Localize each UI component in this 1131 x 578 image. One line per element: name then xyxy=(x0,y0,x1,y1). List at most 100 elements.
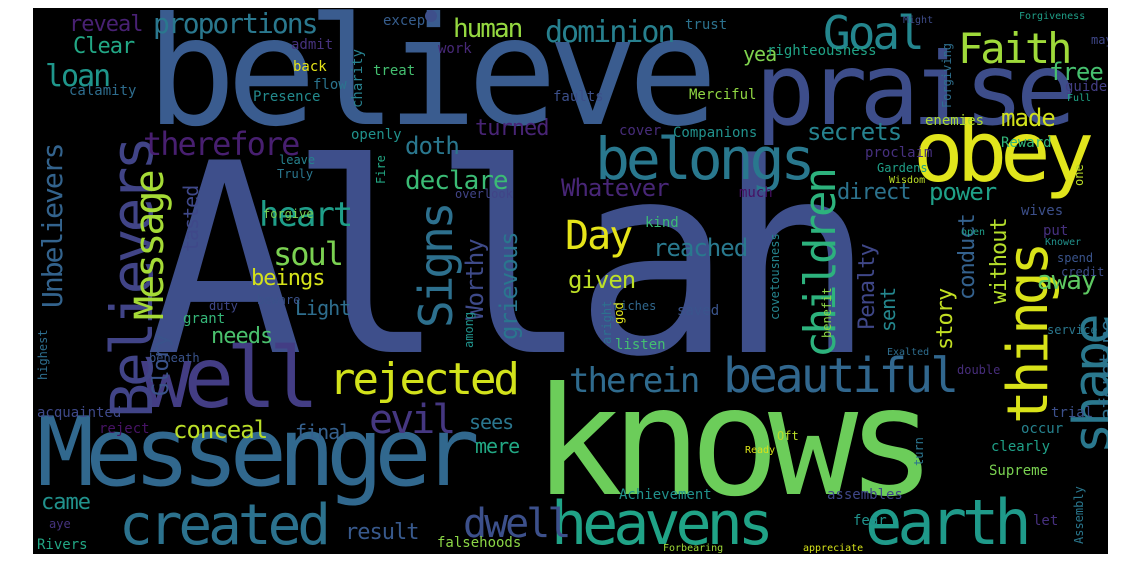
word-grant: grant xyxy=(183,311,226,327)
word-cover: cover xyxy=(619,123,662,139)
word-open: open xyxy=(961,227,986,238)
word-turn: turn xyxy=(912,437,926,466)
word-power: power xyxy=(929,178,997,206)
word-cloud: Allah believe knows Messenger praise obe… xyxy=(33,8,1108,554)
word-whatever: Whatever xyxy=(561,174,670,202)
word-came: came xyxy=(41,490,91,515)
word-flow: flow xyxy=(313,77,347,93)
word-story: story xyxy=(933,288,958,350)
word-glory: Glory xyxy=(149,334,174,396)
word-therein: therein xyxy=(569,361,700,401)
word-created: created xyxy=(119,493,331,554)
word-openly: openly xyxy=(351,127,402,143)
word-believe: believe xyxy=(146,8,718,160)
word-turned: turned xyxy=(475,116,549,141)
word-admit: admit xyxy=(291,37,334,53)
word-needs: needs xyxy=(211,324,273,349)
word-reward: Reward xyxy=(1001,135,1052,151)
word-mere: mere xyxy=(475,434,520,458)
word-falsehoods: falsehoods xyxy=(437,535,522,551)
word-trust: trust xyxy=(685,17,728,33)
word-righteousness: righteousness xyxy=(767,43,877,59)
word-well: well xyxy=(141,329,319,427)
word-spend: spend xyxy=(1057,251,1094,265)
word-obey: obey xyxy=(913,103,1094,201)
word-fire: Fire xyxy=(374,155,388,184)
word-soul: soul xyxy=(273,235,344,273)
word-leave: leave xyxy=(279,153,316,167)
word-duty: duty xyxy=(209,299,238,313)
word-direct: direct xyxy=(837,180,911,205)
word-wives: wives xyxy=(1021,203,1064,219)
word-reject: reject xyxy=(99,421,150,437)
word-declare: declare xyxy=(405,166,509,196)
word-may: may xyxy=(1091,33,1108,47)
word-grievous: grievous xyxy=(495,232,523,340)
word-knower: Knower xyxy=(1045,237,1082,248)
word-signs: Signs xyxy=(409,204,463,328)
word-conceal: conceal xyxy=(173,416,268,444)
word-rejected: rejected xyxy=(329,354,520,405)
word-proclaim: proclaim xyxy=(865,145,933,161)
word-final: final xyxy=(295,420,351,444)
word-one: one xyxy=(1072,164,1086,186)
word-given: given xyxy=(568,266,636,294)
word-exalted: Exalted xyxy=(887,347,930,358)
word-might: Might xyxy=(903,15,934,26)
word-praise: praise xyxy=(755,31,1076,148)
word-supreme: Supreme xyxy=(989,463,1049,479)
word-kind: kind xyxy=(645,215,679,231)
word-dwell: dwell xyxy=(463,501,571,547)
word-assembles: assembles xyxy=(827,487,903,503)
word-doth: doth xyxy=(405,132,460,160)
word-full: Full xyxy=(1067,93,1092,104)
word-messenger: Messenger xyxy=(37,398,480,508)
word-aright: aright xyxy=(600,300,614,344)
word-light: Light xyxy=(295,296,351,320)
word-merciful: Merciful xyxy=(689,87,757,103)
word-beautiful: beautiful xyxy=(723,348,959,404)
word-proportions: proportions xyxy=(153,8,318,40)
word-beneath: beneath xyxy=(149,351,200,365)
word-clearly: clearly xyxy=(991,439,1051,455)
word-achievement: Achievement xyxy=(619,487,712,503)
word-aye: aye xyxy=(49,517,71,531)
word-day: Day xyxy=(565,213,633,259)
word-loan: loan xyxy=(45,59,111,94)
word-saved: saved xyxy=(677,303,720,319)
word-message: Message xyxy=(127,172,173,320)
word-worthy: Worthy xyxy=(461,239,489,320)
word-forgiveness: Forgiveness xyxy=(1019,11,1086,22)
word-service: service xyxy=(1047,323,1098,337)
word-clear: Clear xyxy=(73,34,135,59)
word-enemies: enemies xyxy=(925,113,985,129)
word-gardens: Gardens xyxy=(877,161,928,175)
word-let: let xyxy=(1033,513,1059,529)
word-credit: credit xyxy=(1061,265,1105,279)
word-treat: treat xyxy=(373,63,416,79)
word-human: human xyxy=(453,14,523,44)
word-truly: Truly xyxy=(277,167,314,181)
word-dot-marker xyxy=(425,10,437,22)
word-charity: charity xyxy=(350,48,366,108)
word-heavens: heavens xyxy=(551,489,774,554)
word-guides: guides xyxy=(1065,79,1108,95)
word-back: back xyxy=(293,59,327,75)
word-occur: occur xyxy=(1021,421,1064,437)
word-made: made xyxy=(1001,104,1056,132)
word-wisdom: Wisdom xyxy=(889,175,926,186)
word-sees: sees xyxy=(469,410,514,434)
word-reached: reached xyxy=(653,234,748,262)
word-without: without xyxy=(987,218,1012,304)
word-earth: earth xyxy=(865,486,1032,554)
word-benefit: benefit xyxy=(820,287,834,338)
word-riches: riches xyxy=(613,299,657,313)
word-evil: evil xyxy=(369,397,456,443)
word-highest: highest xyxy=(36,329,50,380)
word-covetousness: covetousness xyxy=(768,233,782,320)
word-away: away xyxy=(1037,266,1097,296)
word-beings: beings xyxy=(251,266,325,291)
word-oft: Oft xyxy=(777,429,799,443)
word-much: much xyxy=(739,185,773,201)
word-rivers: Rivers xyxy=(37,537,88,553)
